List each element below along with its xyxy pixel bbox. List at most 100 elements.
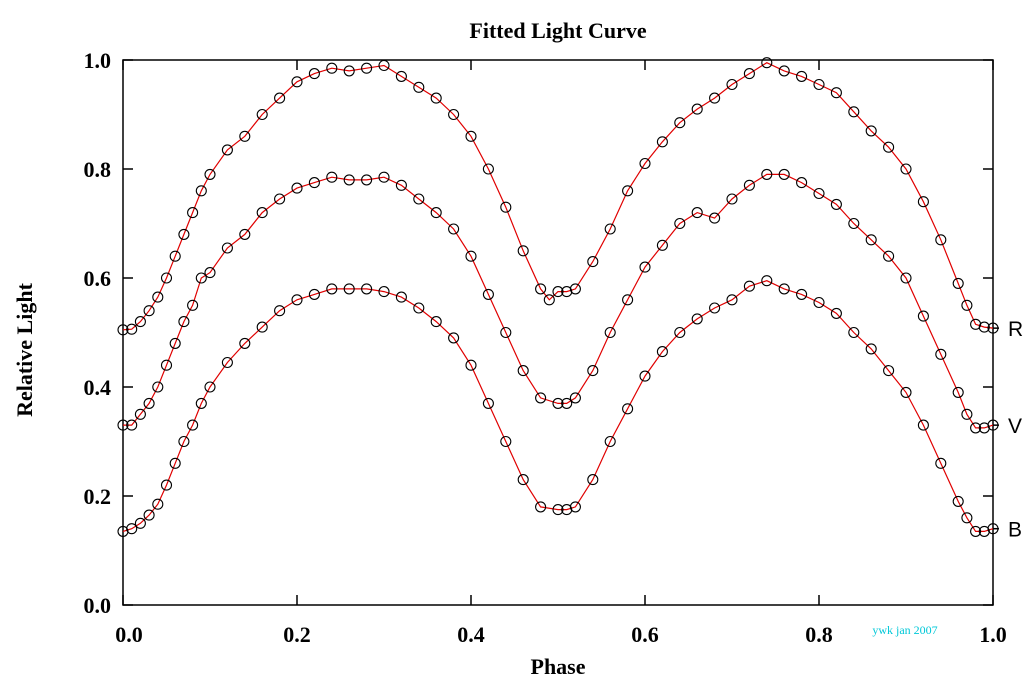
data-point-V (743, 179, 755, 191)
data-point-B (587, 474, 599, 486)
data-point-B (604, 435, 616, 448)
data-point-V (134, 408, 146, 420)
data-point-R (656, 136, 668, 148)
data-point-B (178, 435, 190, 448)
data-point-R (413, 81, 425, 93)
data-point-B (482, 397, 494, 409)
data-point-V (726, 193, 738, 205)
data-point-V (639, 261, 651, 273)
data-point-R (674, 117, 686, 129)
data-point-R (543, 294, 555, 306)
x-tick-label: 0.4 (457, 622, 485, 647)
data-point-V (160, 359, 173, 371)
data-point-R (274, 92, 286, 104)
data-point-B (865, 343, 877, 355)
x-tick-label: 0.8 (805, 622, 833, 647)
data-point-B (761, 275, 773, 287)
data-point-R (178, 228, 190, 240)
data-point-V (308, 177, 320, 189)
data-point-B (343, 283, 355, 295)
data-point-V (465, 250, 477, 262)
data-point-V (952, 386, 964, 398)
data-point-R (152, 291, 164, 303)
data-point-B (143, 509, 155, 521)
data-point-R (978, 321, 990, 333)
data-point-B (465, 359, 477, 371)
x-tick-label: 0.2 (283, 622, 311, 647)
data-point-B (430, 316, 442, 328)
data-point-V (709, 212, 721, 224)
x-tick-label: 1.0 (979, 622, 1007, 647)
data-point-B (274, 305, 286, 317)
data-point-B (535, 501, 547, 513)
data-point-B (778, 283, 790, 295)
data-point-R (143, 305, 155, 317)
fit-line-V (123, 173, 994, 429)
data-point-V (500, 326, 512, 339)
data-point-V (482, 288, 494, 300)
series-label-B: B (1008, 519, 1022, 542)
data-point-B (326, 283, 338, 295)
y-tick-label: 1.0 (84, 48, 112, 73)
data-point-R (187, 207, 199, 219)
data-point-V (430, 207, 442, 219)
y-tick-label: 0.8 (84, 157, 112, 182)
data-point-B (569, 501, 581, 513)
data-point-R (935, 234, 947, 246)
data-point-R (239, 130, 251, 142)
data-point-R (134, 316, 146, 328)
data-point-V (517, 365, 529, 377)
data-point-V (178, 316, 190, 328)
data-point-R (639, 157, 651, 170)
data-point-B (726, 294, 738, 306)
data-point-B (204, 381, 216, 393)
data-point-R (604, 223, 616, 235)
data-point-V (691, 207, 703, 219)
data-point-B (674, 326, 686, 339)
data-point-B (169, 457, 181, 469)
y-axis-label: Relative Light (12, 282, 37, 416)
data-point-B (952, 495, 964, 507)
data-point-R (778, 65, 790, 77)
x-tick-label: 0.6 (631, 622, 659, 647)
data-point-V (865, 234, 877, 246)
data-point-V (761, 168, 773, 180)
data-point-B (152, 498, 164, 510)
data-point-R (587, 256, 599, 268)
data-point-V (917, 310, 929, 322)
data-point-V (935, 348, 947, 360)
data-point-V (326, 171, 338, 183)
data-point-R (796, 70, 808, 82)
data-point-V (674, 217, 686, 230)
data-point-B (221, 356, 233, 369)
data-point-R (517, 245, 529, 257)
data-point-R (848, 106, 860, 118)
series-label-V: V (1008, 415, 1022, 438)
x-tick-label: 0.0 (115, 622, 143, 647)
data-point-B (656, 346, 668, 358)
data-point-R (761, 57, 773, 69)
data-point-R (326, 62, 338, 74)
data-point-B (361, 283, 373, 295)
data-point-B (883, 365, 895, 377)
data-point-V (195, 272, 207, 284)
data-point-V (378, 171, 390, 183)
data-point-B (830, 307, 842, 319)
data-point-B (743, 280, 755, 292)
data-point-B (308, 288, 320, 300)
data-point-R (900, 163, 912, 175)
data-point-R (830, 87, 842, 99)
data-point-B (961, 512, 973, 524)
data-point-B (126, 523, 138, 535)
data-point-V (187, 299, 199, 311)
data-point-B (134, 517, 146, 529)
data-point-R (169, 250, 181, 262)
data-point-B (970, 525, 982, 537)
data-point-R (204, 168, 216, 180)
data-point-R (535, 283, 547, 295)
data-point-V (256, 207, 268, 219)
data-point-B (160, 479, 173, 491)
data-point-R (500, 201, 512, 213)
data-point-B (848, 326, 860, 339)
data-point-R (343, 65, 355, 77)
